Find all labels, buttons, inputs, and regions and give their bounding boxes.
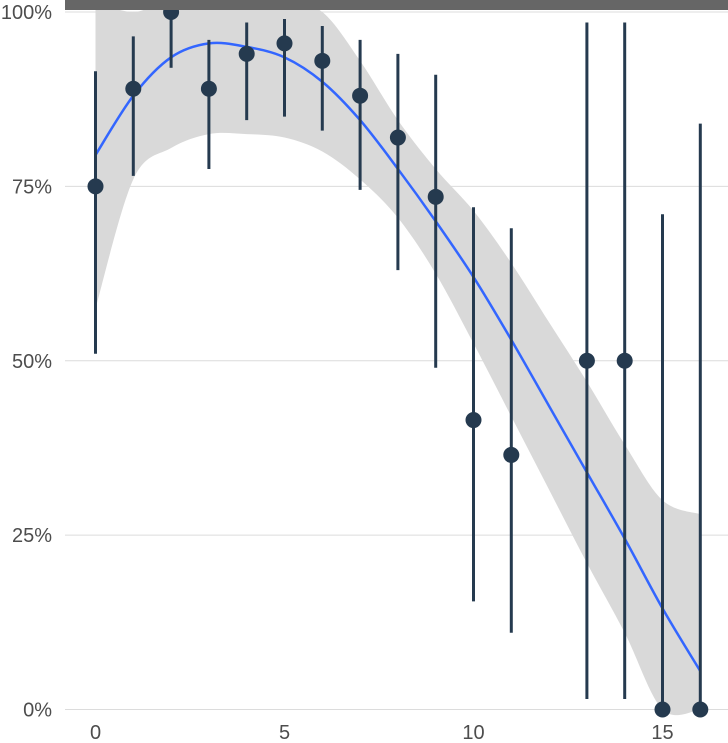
data-point-3 bbox=[200, 80, 217, 97]
data-point-5 bbox=[276, 35, 293, 52]
data-point-10 bbox=[465, 412, 482, 429]
x-tick-label-3: 15 bbox=[651, 722, 673, 743]
y-tick-label-0: 0% bbox=[23, 700, 52, 722]
data-point-8 bbox=[389, 129, 406, 146]
x-tick-label-0: 0 bbox=[90, 722, 101, 743]
data-point-0 bbox=[87, 178, 104, 195]
y-tick-label-4: 100% bbox=[1, 2, 52, 24]
data-point-6 bbox=[314, 52, 331, 69]
data-point-14 bbox=[654, 701, 671, 718]
data-point-7 bbox=[352, 87, 369, 104]
data-point-13 bbox=[616, 352, 633, 369]
data-point-4 bbox=[238, 45, 255, 62]
axis-label-layer: 0% 25% 50% 75% 100% 0 5 10 15 bbox=[1, 2, 674, 743]
data-point-12 bbox=[578, 352, 595, 369]
smooth-fit-line bbox=[94, 41, 702, 672]
data-point-1 bbox=[125, 80, 142, 97]
y-tick-label-1: 25% bbox=[12, 525, 52, 547]
title-bar bbox=[65, 0, 728, 10]
smooth-line-layer bbox=[94, 41, 702, 672]
x-tick-label-1: 5 bbox=[279, 722, 290, 743]
data-point-9 bbox=[427, 188, 444, 205]
y-tick-label-2: 50% bbox=[12, 351, 52, 373]
point-layer bbox=[87, 4, 709, 718]
errorbar-layer bbox=[94, 12, 702, 710]
data-point-15 bbox=[692, 701, 709, 718]
y-tick-label-3: 75% bbox=[12, 176, 52, 198]
x-tick-label-2: 10 bbox=[462, 722, 484, 743]
data-point-11 bbox=[503, 446, 520, 463]
